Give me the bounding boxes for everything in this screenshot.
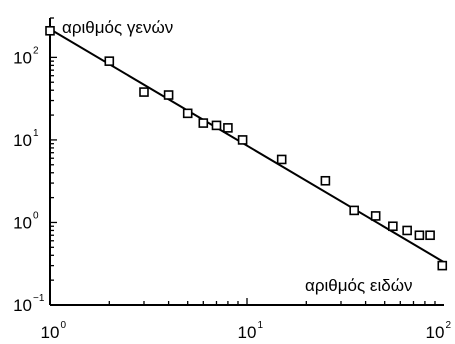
data-point	[388, 221, 398, 232]
y-tick-label-base: 10	[13, 213, 32, 232]
y-tick-label-exponent: 2	[33, 45, 39, 56]
y-axis-label: αριθμός γενών	[62, 18, 173, 37]
data-points	[45, 25, 448, 271]
fit-line-group	[49, 28, 445, 264]
x-tick-label: 10 1	[238, 320, 264, 342]
axes	[49, 17, 444, 306]
tick-labels: 10 0 10 1 10 210 −110 010 110 2	[13, 45, 451, 342]
y-tick-label: 10 2	[13, 45, 39, 67]
data-point	[223, 123, 233, 133]
data-point	[414, 230, 425, 241]
data-point	[237, 135, 248, 145]
y-tick-label-base: 10	[13, 48, 32, 67]
fit-line	[49, 28, 445, 264]
x-tick-label: 10 2	[426, 320, 452, 342]
data-point	[425, 230, 435, 241]
x-tick-label-exponent: 2	[446, 320, 452, 331]
x-tick-label-base: 10	[41, 323, 60, 342]
data-point	[276, 154, 287, 165]
data-point	[182, 108, 193, 119]
x-tick-label-base: 10	[426, 323, 445, 342]
y-tick-label-base: 10	[13, 296, 32, 315]
y-tick-label: 10 −1	[13, 293, 45, 315]
y-tick-label-exponent: 1	[33, 128, 39, 139]
x-tick-label-base: 10	[238, 323, 257, 342]
x-tick-label-exponent: 1	[258, 320, 264, 331]
data-point	[104, 56, 115, 66]
data-point	[370, 211, 381, 221]
data-point	[211, 120, 222, 131]
data-point	[349, 205, 359, 216]
y-tick-label-base: 10	[13, 131, 32, 150]
y-tick-label: 10 0	[13, 210, 39, 232]
x-tick-label: 10 0	[41, 320, 67, 342]
y-tick-label: 10 1	[13, 128, 39, 150]
y-tick-label-exponent: 0	[33, 210, 39, 221]
data-point	[402, 225, 412, 236]
data-point	[198, 118, 209, 128]
data-point	[320, 175, 331, 186]
x-axis-label: αριθμός ειδών	[305, 276, 413, 295]
data-point	[437, 260, 448, 271]
y-tick-label-exponent: −1	[33, 293, 45, 304]
x-tick-label-exponent: 0	[61, 320, 67, 331]
data-point	[163, 90, 174, 100]
data-point	[139, 87, 149, 97]
data-point	[45, 25, 55, 36]
